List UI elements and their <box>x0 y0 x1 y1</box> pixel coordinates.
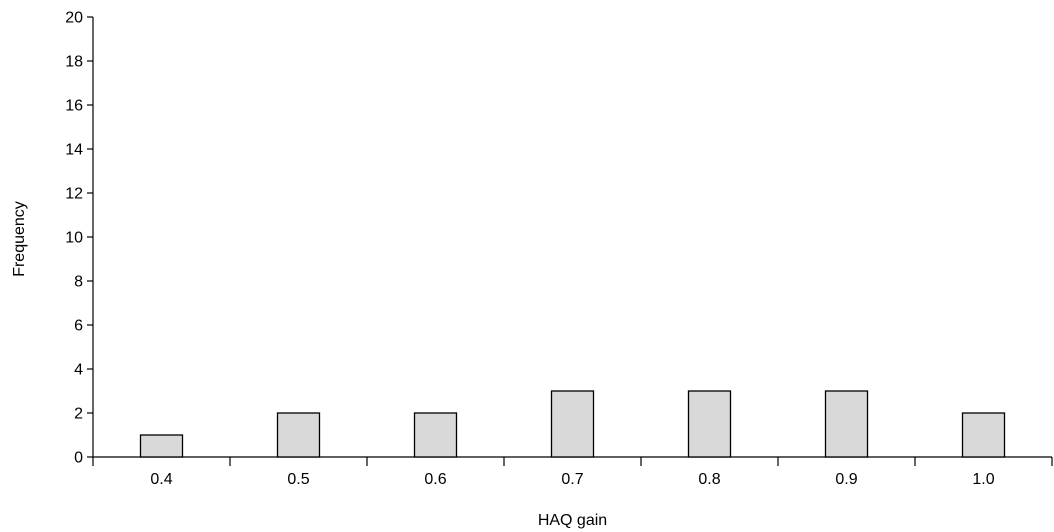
bar-0.6 <box>413 412 458 458</box>
bar-1.0 <box>961 412 1006 458</box>
x-tick-label: 0.8 <box>698 471 720 488</box>
bar-0.8 <box>687 390 732 458</box>
y-tick-label: 8 <box>74 274 83 291</box>
y-tick-label: 4 <box>74 362 83 379</box>
y-tick-label: 6 <box>74 318 83 335</box>
y-tick-label: 0 <box>74 450 83 467</box>
y-axis: 0 2 4 6 8 10 12 14 16 18 20 <box>65 10 94 467</box>
y-tick-label: 12 <box>65 186 83 203</box>
x-tick-label: 0.5 <box>287 471 309 488</box>
y-tick-label: 20 <box>65 10 83 27</box>
x-tick-label: 1.0 <box>972 471 994 488</box>
y-tick-label: 14 <box>65 142 83 159</box>
x-axis: 0.4 0.5 0.6 0.7 0.8 0.9 1.0 <box>92 456 1053 488</box>
x-axis-label: HAQ gain <box>538 512 607 529</box>
x-tick-label: 0.6 <box>424 471 446 488</box>
y-tick-label: 18 <box>65 54 83 71</box>
bars <box>139 390 1006 458</box>
y-axis-label: Frequency <box>11 201 28 277</box>
bar-0.7 <box>550 390 595 458</box>
bar-0.5 <box>276 412 321 458</box>
x-tick-label: 0.7 <box>561 471 583 488</box>
y-tick-label: 2 <box>74 406 83 423</box>
y-tick-label: 10 <box>65 230 83 247</box>
bar-0.9 <box>824 390 869 458</box>
y-tick-label: 16 <box>65 98 83 115</box>
x-tick-label: 0.9 <box>835 471 857 488</box>
bar-0.4 <box>139 434 184 458</box>
x-tick-label: 0.4 <box>150 471 172 488</box>
